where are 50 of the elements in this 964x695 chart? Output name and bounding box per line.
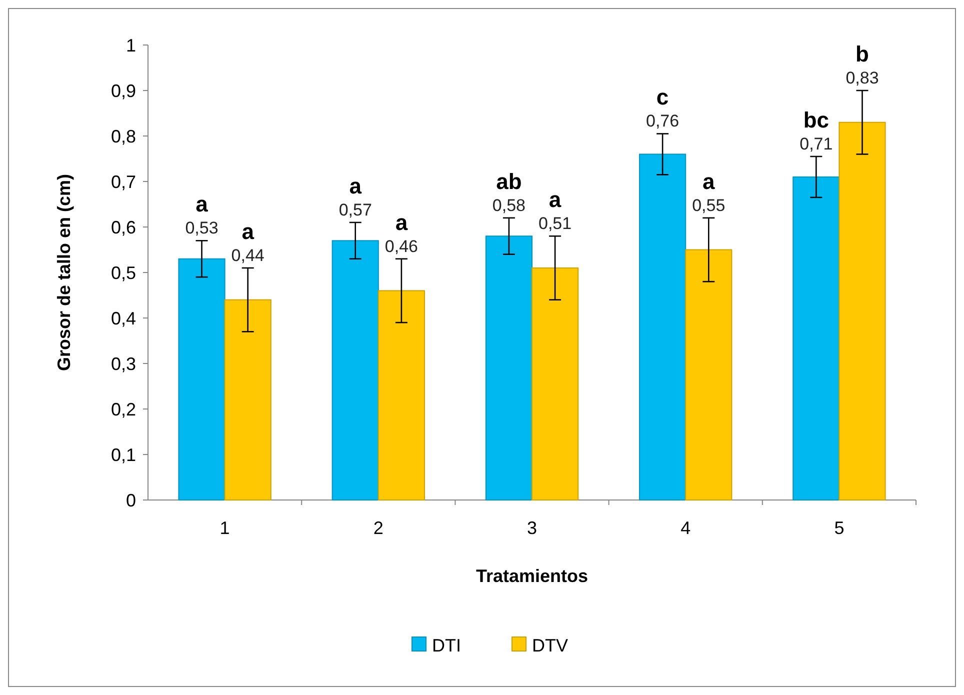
bar <box>224 299 272 500</box>
bar <box>792 176 840 500</box>
data-label: 0,83 <box>846 68 879 88</box>
data-label: 0,51 <box>538 214 572 234</box>
bar <box>378 290 425 500</box>
x-tick-label: 5 <box>834 518 844 538</box>
annotation: b <box>856 42 869 66</box>
data-label: 0,58 <box>492 196 526 215</box>
x-axis-title: Tratamientos <box>476 566 588 586</box>
y-tick-label: 1 <box>126 35 136 56</box>
bar <box>332 240 379 500</box>
y-tick-label: 0,4 <box>110 308 136 328</box>
bar <box>685 249 732 500</box>
annotation: c <box>656 84 669 110</box>
y-tick-label: 0,2 <box>110 399 136 420</box>
annotation: ab <box>496 168 522 194</box>
data-label: 0,53 <box>185 218 218 238</box>
annotation: a <box>196 192 209 217</box>
annotation: a <box>242 218 255 244</box>
y-tick-label: 0,1 <box>110 444 136 465</box>
x-tick-label: 3 <box>526 518 538 538</box>
annotation: a <box>548 187 562 212</box>
legend-label: DTV <box>532 635 568 656</box>
annotation: a <box>395 210 408 235</box>
y-tick-label: 0,5 <box>110 262 136 283</box>
bar <box>485 236 532 500</box>
y-tick-label: 0,7 <box>110 172 136 192</box>
x-tick-label: 1 <box>220 518 230 538</box>
bar <box>639 154 686 500</box>
x-tick-label: 4 <box>680 518 691 538</box>
y-tick-label: 0,8 <box>110 126 136 146</box>
data-label: 0,46 <box>384 236 418 256</box>
legend-label: DTI <box>432 635 461 656</box>
y-tick-label: 0,6 <box>110 217 136 238</box>
data-label: 0,44 <box>231 246 264 265</box>
data-label: 0,57 <box>338 200 372 220</box>
annotation: a <box>702 168 716 194</box>
bar <box>532 267 579 500</box>
y-tick-label: 0 <box>126 490 136 510</box>
bar <box>838 122 886 500</box>
data-label: 0,55 <box>692 196 726 215</box>
data-label: 0,71 <box>800 134 833 154</box>
y-tick-label: 0,9 <box>110 80 136 101</box>
annotation: a <box>349 173 362 198</box>
bar <box>178 258 226 500</box>
x-tick-label: 2 <box>373 518 384 538</box>
annotation: bc <box>803 107 830 132</box>
y-tick-label: 0,3 <box>110 354 136 374</box>
y-axis-title: Grosor de tallo en (cm) <box>54 174 74 372</box>
data-label: 0,76 <box>646 112 680 131</box>
